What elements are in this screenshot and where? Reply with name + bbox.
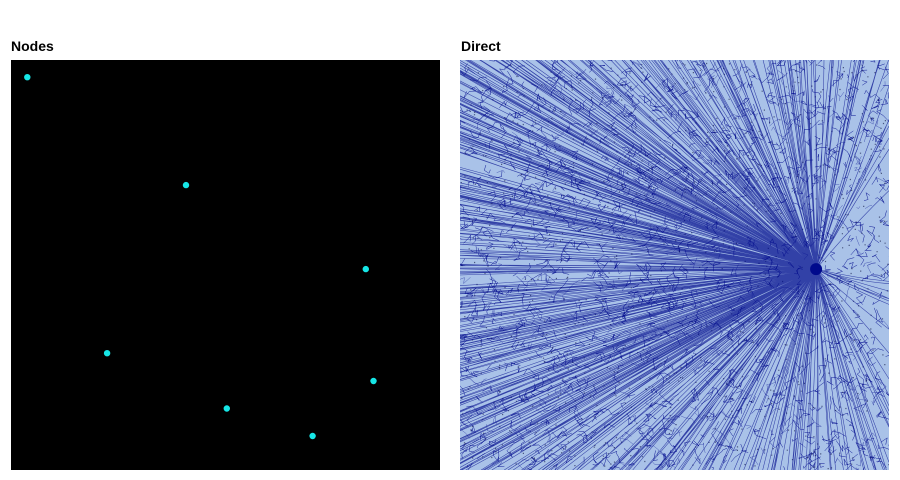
node-point xyxy=(182,181,190,189)
direct-hub xyxy=(810,263,823,276)
node-point xyxy=(362,265,369,273)
node-point xyxy=(24,74,31,81)
nodes-point-group xyxy=(24,74,377,440)
direct-panel-title: Direct xyxy=(461,38,501,54)
node-point xyxy=(223,405,230,412)
direct-chart xyxy=(460,60,889,470)
direct-ray-group xyxy=(460,60,889,470)
direct-plot-area xyxy=(460,60,889,470)
nodes-plot-area xyxy=(11,60,440,470)
node-point xyxy=(103,350,111,357)
nodes-panel-title: Nodes xyxy=(11,38,54,54)
nodes-chart xyxy=(11,60,440,470)
nodes-plot-background xyxy=(11,60,440,470)
node-point xyxy=(309,432,316,440)
node-point xyxy=(370,377,377,385)
direct-rays xyxy=(460,60,889,470)
